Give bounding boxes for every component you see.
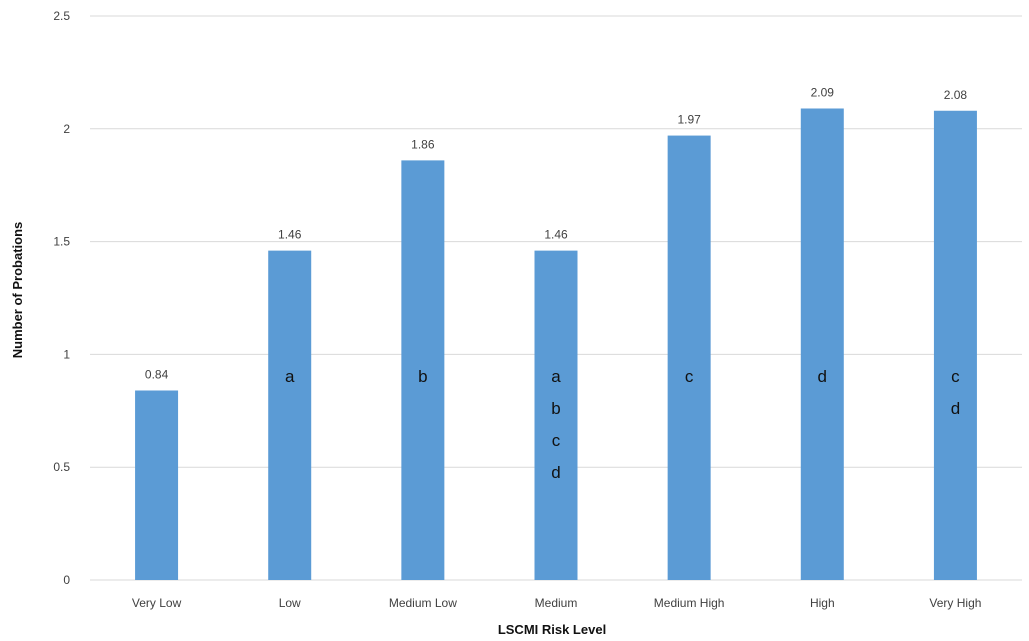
x-axis-title: LSCMI Risk Level — [498, 622, 606, 637]
x-tick-label: Very High — [929, 596, 981, 610]
x-tick-label: High — [810, 596, 835, 610]
y-axis-title: Number of Probations — [10, 222, 25, 359]
x-axis-ticks: Very Low Low Medium Low Medium Medium High Hi… — [132, 596, 982, 610]
group-letter: c — [951, 367, 960, 386]
group-letter: c — [552, 431, 561, 450]
group-letter: a — [551, 367, 561, 386]
x-tick-label: Low — [279, 596, 301, 610]
data-label: 2.09 — [811, 85, 835, 99]
data-label: 1.97 — [677, 113, 701, 127]
bar — [800, 108, 844, 580]
x-tick-label: Very Low — [132, 596, 182, 610]
data-label: 1.86 — [411, 137, 435, 151]
y-tick-label: 2.5 — [53, 9, 70, 23]
x-tick-label: Medium High — [654, 596, 725, 610]
y-axis-ticks: 0 0.5 1 1.5 2 2.5 — [53, 9, 70, 587]
group-letter: b — [418, 367, 427, 386]
data-label: 1.46 — [278, 228, 302, 242]
bar — [534, 250, 578, 580]
group-letter: d — [551, 463, 560, 482]
group-letter: c — [685, 367, 694, 386]
bar — [135, 390, 179, 580]
y-tick-label: 1.5 — [53, 235, 70, 249]
x-tick-label: Medium — [535, 596, 578, 610]
y-tick-label: 0 — [63, 573, 70, 587]
data-label: 2.08 — [944, 88, 968, 102]
bar — [933, 110, 977, 580]
y-tick-label: 0.5 — [53, 460, 70, 474]
bar — [667, 135, 711, 580]
group-letter: b — [551, 399, 560, 418]
group-letter: d — [951, 399, 960, 418]
group-letter: d — [818, 367, 827, 386]
x-tick-label: Medium Low — [389, 596, 457, 610]
data-label: 0.84 — [145, 367, 169, 381]
y-tick-label: 2 — [63, 122, 70, 136]
data-label: 1.46 — [544, 228, 568, 242]
bar — [401, 160, 445, 580]
group-letter: a — [285, 367, 295, 386]
bar — [268, 250, 312, 580]
y-tick-label: 1 — [63, 347, 70, 361]
